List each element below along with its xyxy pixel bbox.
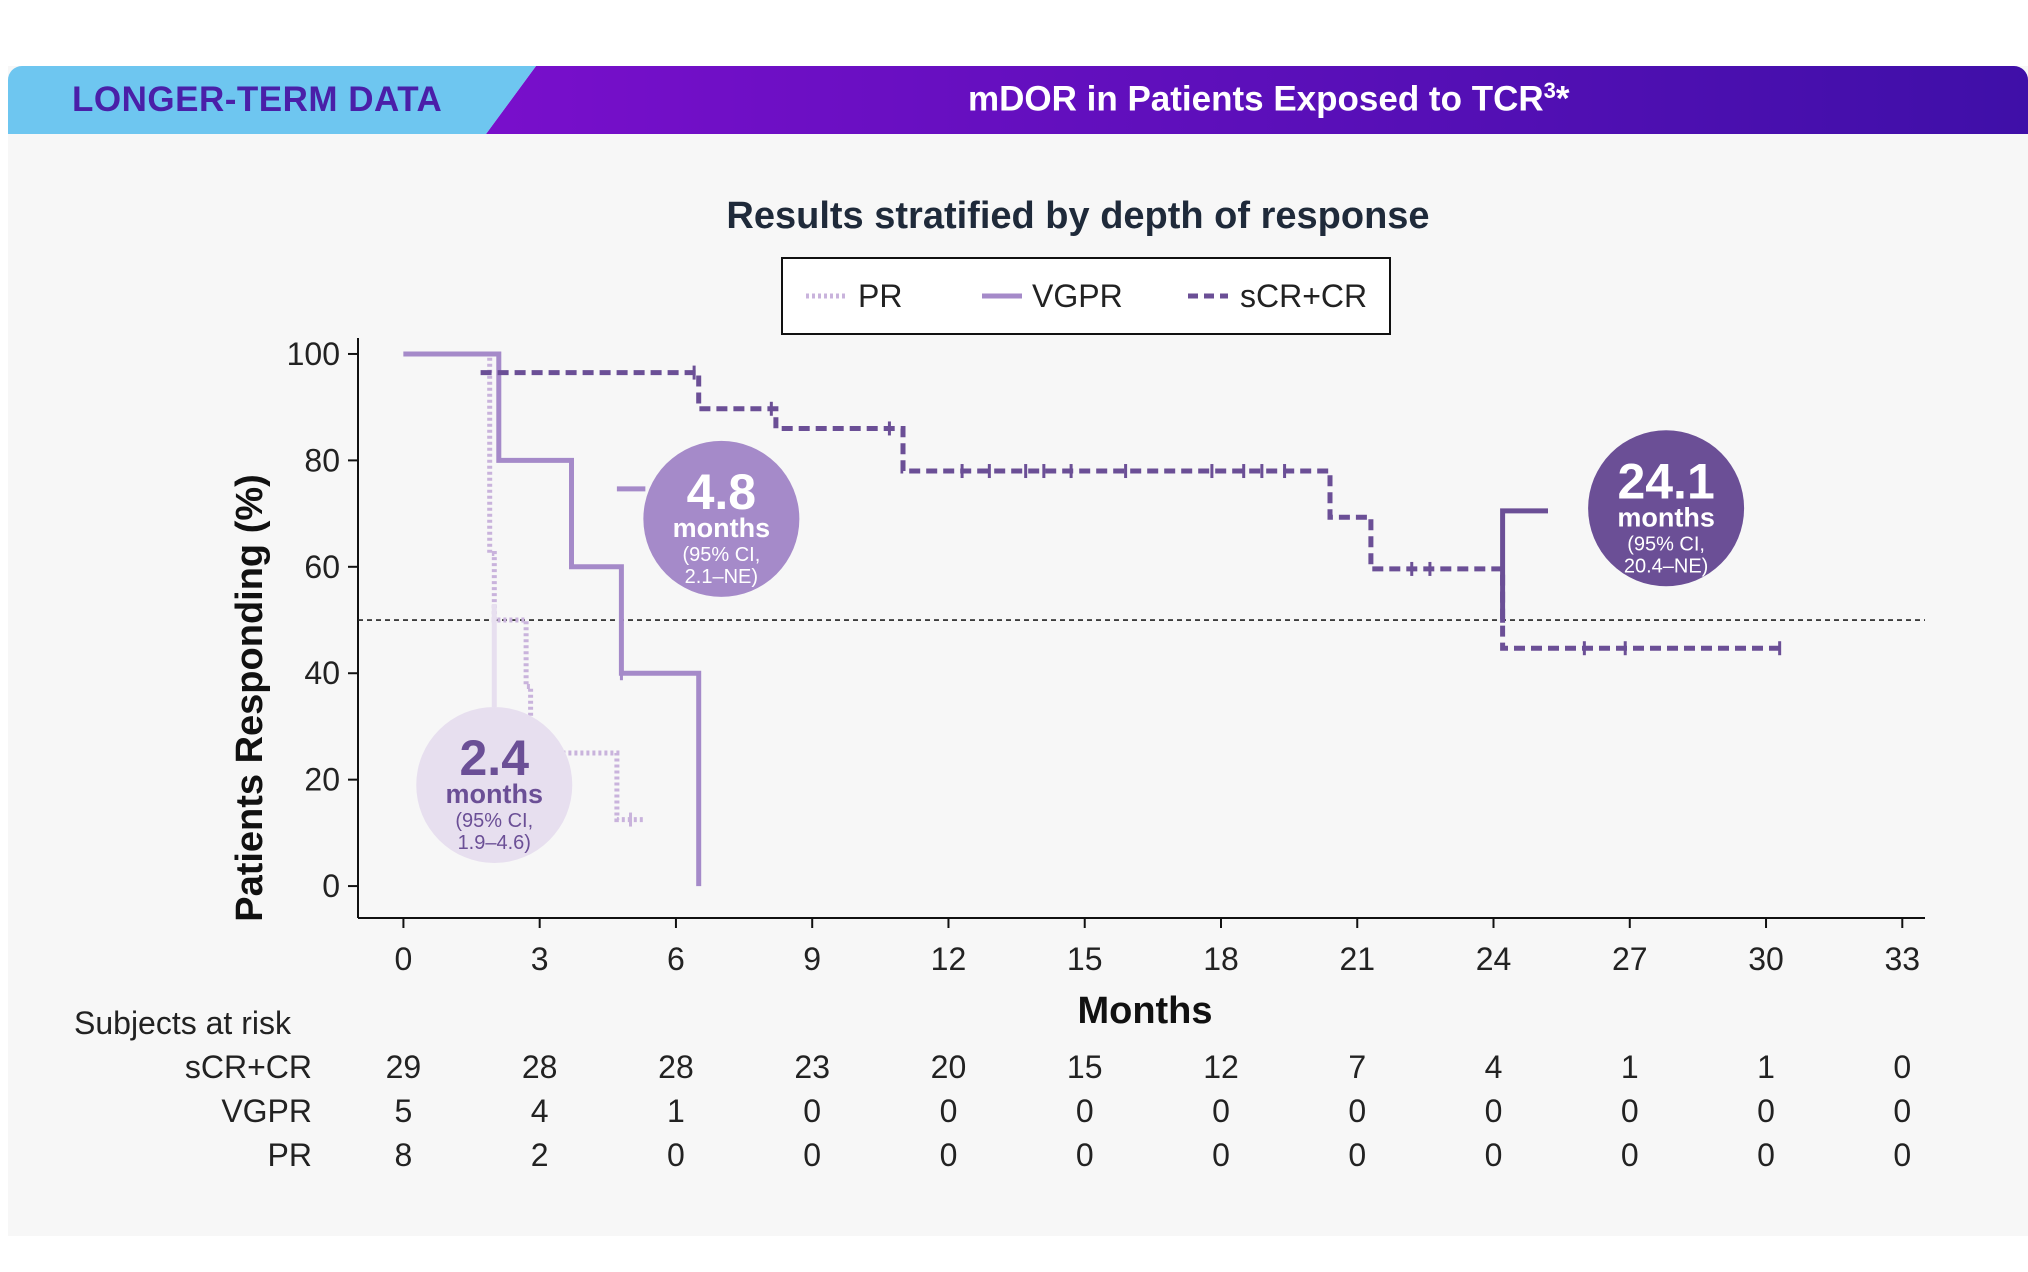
risk-cell-vgpr: 0 [1893,1093,1911,1129]
x-tick-label: 12 [931,941,967,977]
median-bubble-pr [416,706,573,863]
risk-cell-pr: 0 [1893,1137,1911,1173]
section-title: mDOR in Patients Exposed to TCR3* [968,78,1570,120]
risk-cell-pr: 0 [1621,1137,1639,1173]
y-tick-label: 80 [304,442,340,478]
risk-cell-pr: 0 [1485,1137,1503,1173]
series-layer [403,351,1785,887]
risk-cell-scr-cr: 20 [931,1049,967,1085]
risk-cell-vgpr: 0 [1076,1093,1094,1129]
risk-cell-vgpr: 0 [803,1093,821,1129]
x-tick-label: 6 [667,941,685,977]
header-background [8,66,2028,134]
risk-cell-scr-cr: 1 [1621,1049,1639,1085]
x-tick-label: 0 [395,941,413,977]
x-tick-label: 33 [1884,941,1920,977]
risk-cell-scr-cr: 15 [1067,1049,1103,1085]
median-ci-scr-cr: (95% CI, [1627,533,1705,555]
x-axis-label: Months [1077,990,1212,1032]
risk-cell-vgpr: 0 [1485,1093,1503,1129]
risk-cell-vgpr: 0 [1757,1093,1775,1129]
risk-cell-scr-cr: 7 [1348,1049,1366,1085]
risk-cell-pr: 8 [395,1137,413,1173]
risk-cell-pr: 0 [1212,1137,1230,1173]
risk-row-label-pr: PR [268,1137,312,1173]
median-unit-pr: months [446,779,544,809]
median-value-vgpr: 4.8 [687,464,757,520]
median-bubble-vgpr [643,440,800,597]
section-title-suffix: * [1555,79,1570,119]
legend-label-pr: PR [858,278,902,314]
legend-label-vgpr: VGPR [1032,278,1123,314]
risk-cell-scr-cr: 28 [522,1049,558,1085]
axes: 0 20 40 60 80 100 0 3 6 9 12 15 18 21 24 27 30 33 [287,336,1925,977]
x-tick-label: 27 [1612,941,1648,977]
median-value-scr-cr: 24.1 [1617,453,1714,509]
risk-cell-vgpr: 0 [940,1093,958,1129]
section-title-superscript: 3 [1543,78,1556,103]
series-line-vgpr [403,351,702,887]
median-bubble-scr-cr [1588,430,1745,587]
risk-cell-vgpr: 0 [1348,1093,1366,1129]
y-axis-label: Patients Responding (%) [229,474,271,922]
risk-table: Subjects at risk sCR+CR 29 28 28 23 20 15 12 7 4 1… [74,1005,1911,1173]
x-tick-label: 24 [1476,941,1512,977]
risk-cell-scr-cr: 28 [658,1049,694,1085]
risk-cell-vgpr: 0 [1212,1093,1230,1129]
series-connector-scr-cr [1500,508,1548,623]
y-tick-label: 40 [304,655,340,691]
y-tick-label: 0 [322,868,340,904]
risk-cell-pr: 0 [1348,1137,1366,1173]
risk-cell-pr: 0 [667,1137,685,1173]
risk-cell-scr-cr: 29 [386,1049,422,1085]
median-ci-scr-cr: 20.4–NE) [1624,555,1709,577]
x-tick-label: 30 [1748,941,1784,977]
median-ci-vgpr: 2.1–NE) [685,566,758,588]
risk-cell-pr: 0 [803,1137,821,1173]
median-ci-pr: 1.9–4.6) [458,832,531,854]
risk-cell-scr-cr: 1 [1757,1049,1775,1085]
x-tick-label: 9 [803,941,821,977]
x-tick-label: 18 [1203,941,1239,977]
risk-cell-vgpr: 5 [395,1093,413,1129]
y-tick-label: 100 [287,336,340,372]
tag-banner [8,66,536,134]
risk-cell-scr-cr: 4 [1485,1049,1503,1085]
series-line-scr-cr [480,370,1785,651]
x-tick-label: 21 [1339,941,1375,977]
risk-cell-scr-cr: 0 [1893,1049,1911,1085]
legend-box [781,257,1391,335]
y-tick-label: 60 [304,549,340,585]
risk-cell-scr-cr: 23 [794,1049,830,1085]
risk-row-label-vgpr: VGPR [221,1093,312,1129]
risk-table-label: Subjects at risk [74,1005,292,1041]
risk-cell-pr: 0 [1076,1137,1094,1173]
risk-cell-vgpr: 4 [531,1093,549,1129]
header-banner: LONGER-TERM DATA mDOR in Patients Expose… [8,66,2028,134]
legend: PR VGPR sCR+CR [781,257,1391,335]
section-tag: LONGER-TERM DATA [72,80,443,119]
median-unit-vgpr: months [673,513,771,543]
risk-cell-pr: 2 [531,1137,549,1173]
risk-cell-pr: 0 [940,1137,958,1173]
median-ci-pr: (95% CI, [455,810,533,832]
x-tick-label: 3 [531,941,549,977]
series-line-pr [403,351,645,823]
risk-row-label-scr-cr: sCR+CR [185,1049,312,1085]
risk-cell-vgpr: 1 [667,1093,685,1129]
risk-cell-scr-cr: 12 [1203,1049,1239,1085]
x-tick-label: 15 [1067,941,1103,977]
median-unit-scr-cr: months [1617,502,1715,532]
y-tick-label: 20 [304,762,340,798]
risk-cell-pr: 0 [1757,1137,1775,1173]
median-value-pr: 2.4 [460,730,530,786]
risk-cell-vgpr: 0 [1621,1093,1639,1129]
chart-title: Results stratified by depth of response [726,195,1429,237]
median-ci-vgpr: (95% CI, [682,544,760,566]
section-title-text: mDOR in Patients Exposed to TCR [968,79,1544,119]
legend-label-scr-cr: sCR+CR [1240,278,1367,314]
